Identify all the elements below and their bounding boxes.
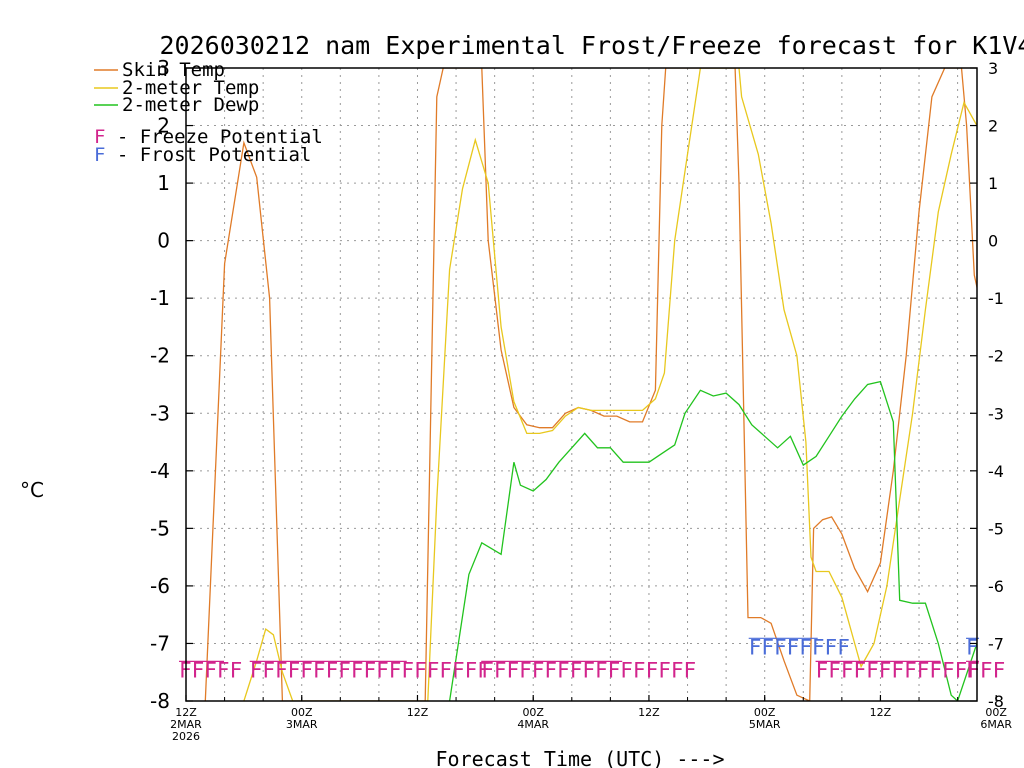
series-line-0 <box>204 68 977 701</box>
y-tick-label: 1 <box>157 171 170 195</box>
x-tick-label: 4MAR <box>517 718 549 731</box>
y-tick-label: -4 <box>150 459 170 483</box>
legend: Skin Temp 2-meter Temp 2-meter Dewp F - … <box>94 59 323 166</box>
y-tick-label: -3 <box>150 401 170 425</box>
freeze-marker-run: FFFFFFFFFFFFFFFFFFF <box>250 658 490 682</box>
x-tick-label: 6MAR <box>980 718 1012 731</box>
freeze-marker-run: FFFFFFFFFFFFFFF <box>816 658 1006 682</box>
legend-frost-potential: F - Frost Potential <box>94 144 311 166</box>
y-tick-label-right: -1 <box>988 289 1004 308</box>
x-tick-label: 12Z <box>870 706 892 719</box>
y-tick-label: -2 <box>150 344 170 368</box>
y-tick-label: 0 <box>157 229 170 253</box>
chart-title: 2026030212 nam Experimental Frost/Freeze… <box>160 31 1024 60</box>
legend-freeze-potential: F - Freeze Potential <box>94 126 323 148</box>
legend-freeze-letter: F <box>94 126 105 148</box>
y-tick-label-right: -7 <box>988 634 1004 653</box>
frost-marker-run: FFFFFFFF <box>749 635 850 659</box>
plot-frame <box>185 67 978 702</box>
x-tick-label: 2026 <box>172 730 200 743</box>
freeze-marker-run: F <box>966 658 979 682</box>
x-tick-label: 12Z <box>638 706 660 719</box>
series-line-2 <box>448 380 977 701</box>
y-tick-label-right: -6 <box>988 577 1004 596</box>
legend-frost-letter: F <box>94 144 105 166</box>
y-tick-label-right: 0 <box>988 232 998 251</box>
x-tick-label: 3MAR <box>286 718 318 731</box>
x-tick-label: 00Z <box>985 706 1007 719</box>
y-tick-label: -6 <box>150 574 170 598</box>
x-tick-label: 00Z <box>291 706 313 719</box>
series-line-1 <box>243 68 977 701</box>
grid-lines <box>186 68 977 701</box>
x-tick-label: 12Z <box>407 706 429 719</box>
series-lines <box>204 68 977 701</box>
y-axis-right: 3 2 1 0 -1 -2 -3 -4 -5 -6 -7 -8 <box>970 59 1004 711</box>
legend-freeze-label: - Freeze Potential <box>105 126 322 148</box>
y-tick-label: -8 <box>150 689 170 713</box>
y-tick-label: -1 <box>150 286 170 310</box>
y-tick-label: 2 <box>157 114 170 138</box>
x-axis-label: Forecast Time (UTC) ---> <box>436 747 725 768</box>
freeze-marker-run: FFFFF <box>179 658 242 682</box>
y-tick-label-right: -2 <box>988 347 1004 366</box>
y-axis-label: °C <box>20 478 44 502</box>
y-tick-label: -7 <box>150 631 170 655</box>
x-tick-label: 12Z <box>175 706 197 719</box>
y-tick-label-right: 1 <box>988 174 998 193</box>
y-tick-label-right: -4 <box>988 462 1004 481</box>
y-tick-label: -5 <box>150 516 170 540</box>
x-tick-label: 5MAR <box>749 718 781 731</box>
potential-markers: FFFFF FFFFFFFFFFFFFFFFFFFFFFFFFFFFFFFFFFF… <box>179 635 1005 682</box>
y-tick-label-right: 2 <box>988 117 998 136</box>
y-axis-left: 3 2 1 0 -1 -2 -3 -4 -5 -6 -7 -8 <box>150 56 193 713</box>
y-tick-label-right: -8 <box>988 692 1004 711</box>
legend-label-skin-temp: Skin Temp <box>122 59 225 81</box>
frost-marker-run: F <box>966 635 979 659</box>
legend-label-2m-dewp: 2-meter Dewp <box>122 94 259 116</box>
y-tick-label-right: -3 <box>988 404 1004 423</box>
y-tick-label-right: -5 <box>988 519 1004 538</box>
legend-label-2m-temp: 2-meter Temp <box>122 77 259 99</box>
y-tick-label: 3 <box>157 56 170 80</box>
legend-frost-label: - Frost Potential <box>105 144 311 166</box>
y-tick-label-right: 3 <box>988 59 998 78</box>
x-tick-label: 00Z <box>522 706 544 719</box>
x-tick-label: 00Z <box>754 706 776 719</box>
freeze-marker-run: FFFFFFFFFFFFFFFFF <box>481 658 696 682</box>
x-tick-label: 2MAR <box>170 718 202 731</box>
